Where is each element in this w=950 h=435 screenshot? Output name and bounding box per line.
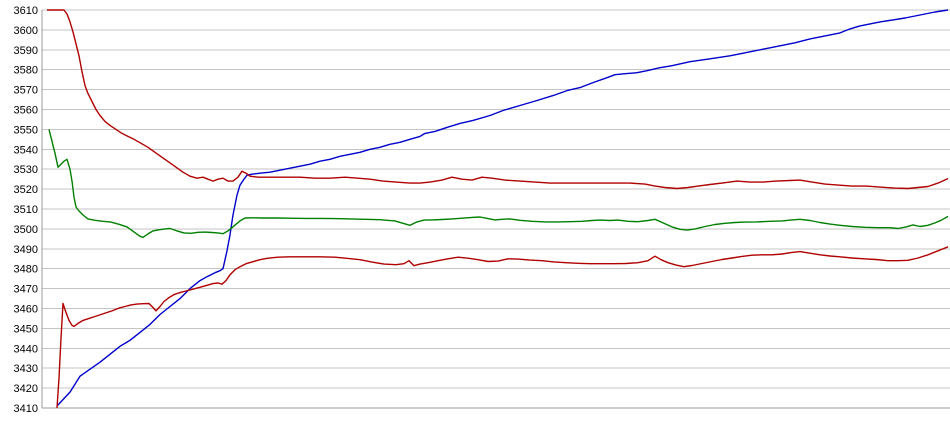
y-axis-tick-label: 3580: [14, 65, 38, 77]
series-dark-red-lower-line: [56, 246, 949, 409]
y-axis-tick-label: 3450: [14, 323, 38, 335]
series-dark-red-upper-line: [47, 9, 949, 190]
y-axis-tick-label: 3500: [14, 224, 38, 236]
y-axis-tick-label: 3430: [14, 363, 38, 375]
y-axis-tick-label: 3600: [14, 25, 38, 37]
y-axis-tick-label: 3460: [14, 304, 38, 316]
y-axis-tick-label: 3410: [14, 403, 38, 415]
y-axis-tick-label: 3530: [14, 164, 38, 176]
y-axis-tick-label: 3470: [14, 284, 38, 296]
series-green-line: [48, 129, 949, 239]
y-axis-tick-label: 3550: [14, 124, 38, 136]
y-axis-tick-label: 3560: [14, 105, 38, 117]
y-axis-tick-label: 3440: [14, 343, 38, 355]
y-axis-tick-label: 3510: [14, 204, 38, 216]
y-axis-tick-label: 3520: [14, 184, 38, 196]
y-axis-tick-label: 3490: [14, 244, 38, 256]
y-axis-tick-label: 3420: [14, 383, 38, 395]
y-axis-tick-label: 3570: [14, 85, 38, 97]
y-axis-tick-label: 3540: [14, 144, 38, 156]
y-axis-tick-label: 3480: [14, 264, 38, 276]
series-blue-rising-line: [56, 9, 949, 407]
y-axis-tick-label: 3590: [14, 45, 38, 57]
y-axis-tick-label: 3610: [14, 5, 38, 17]
